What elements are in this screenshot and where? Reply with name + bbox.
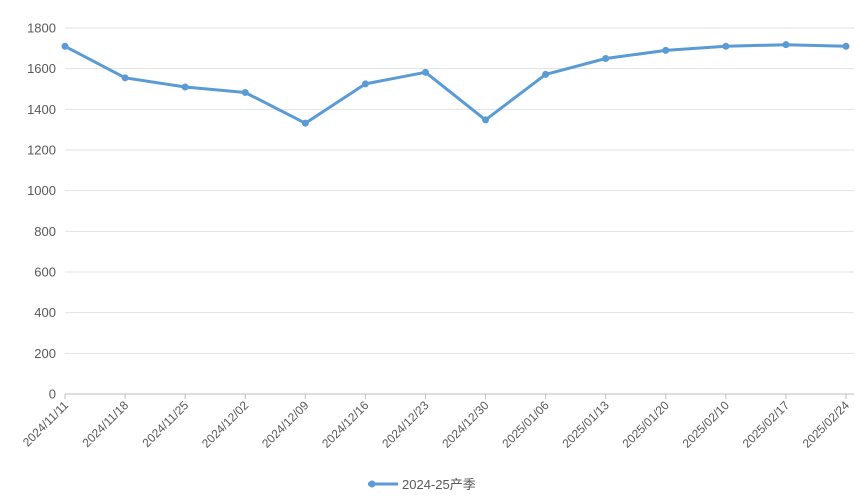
x-tick-label: 2025/02/10: [680, 398, 733, 451]
legend-label: 2024-25产季: [402, 477, 476, 492]
data-point: [782, 41, 790, 49]
gridlines: [65, 27, 854, 354]
x-tick-label: 2024/11/11: [20, 398, 71, 449]
data-point: [301, 119, 309, 127]
data-point: [361, 80, 369, 88]
x-tick-label: 2024/12/30: [439, 398, 492, 451]
y-axis: 0 200 400 600 800 1000 1200 1400 1600 1800: [27, 21, 56, 402]
data-point: [61, 42, 69, 50]
data-point: [121, 74, 129, 82]
series-line: [63, 43, 848, 125]
data-point: [181, 83, 189, 91]
data-point: [722, 42, 730, 50]
x-tick-label: 2025/01/20: [620, 398, 673, 451]
y-tick-label: 1400: [27, 102, 56, 117]
y-tick-label: 1800: [27, 21, 56, 36]
x-tick-label: 2024/12/09: [259, 398, 312, 451]
x-tick-label: 2025/02/17: [740, 398, 793, 451]
data-point: [421, 68, 429, 76]
y-tick-label: 0: [49, 387, 56, 402]
y-tick-label: 200: [34, 346, 56, 361]
series-layer: [61, 41, 850, 127]
data-point: [842, 42, 850, 50]
y-tick-label: 400: [34, 305, 56, 320]
data-point: [542, 70, 550, 78]
legend-swatch-marker: [368, 480, 376, 488]
x-tick-label: 2024/12/02: [199, 398, 252, 451]
data-point: [482, 116, 490, 124]
x-axis: 2024/11/11 2024/11/18 2024/11/25 2024/12/02…: [20, 393, 854, 451]
x-tick-label: 2025/01/06: [499, 398, 552, 451]
data-point: [602, 55, 610, 62]
y-tick-label: 600: [34, 265, 56, 280]
x-tick-label: 2024/11/18: [79, 398, 131, 450]
legend: 2024-25产季: [368, 477, 476, 492]
x-tick-label: 2024/12/23: [379, 398, 432, 451]
data-point: [241, 88, 249, 96]
y-tick-label: 800: [34, 224, 56, 239]
x-tick-label: 2025/02/24: [800, 398, 853, 451]
data-point: [662, 46, 670, 54]
y-tick-label: 1600: [27, 61, 56, 76]
y-tick-label: 1200: [27, 143, 56, 158]
y-tick-label: 1000: [27, 183, 56, 198]
x-tick-label: 2024/12/16: [319, 398, 372, 451]
x-tick-label: 2025/01/13: [559, 398, 612, 451]
x-tick-label: 2024/11/25: [140, 398, 192, 450]
